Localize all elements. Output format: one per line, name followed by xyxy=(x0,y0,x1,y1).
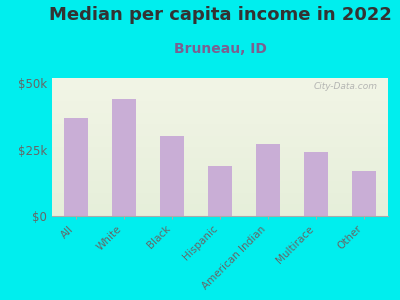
Bar xyxy=(208,166,232,216)
Text: Median per capita income in 2022: Median per capita income in 2022 xyxy=(48,6,392,24)
Bar xyxy=(304,152,328,216)
Text: Bruneau, ID: Bruneau, ID xyxy=(174,42,266,56)
Bar xyxy=(352,171,376,216)
Bar xyxy=(160,136,184,216)
Bar xyxy=(64,118,88,216)
Bar xyxy=(256,144,280,216)
Bar xyxy=(112,99,136,216)
Text: City-Data.com: City-Data.com xyxy=(314,82,378,91)
